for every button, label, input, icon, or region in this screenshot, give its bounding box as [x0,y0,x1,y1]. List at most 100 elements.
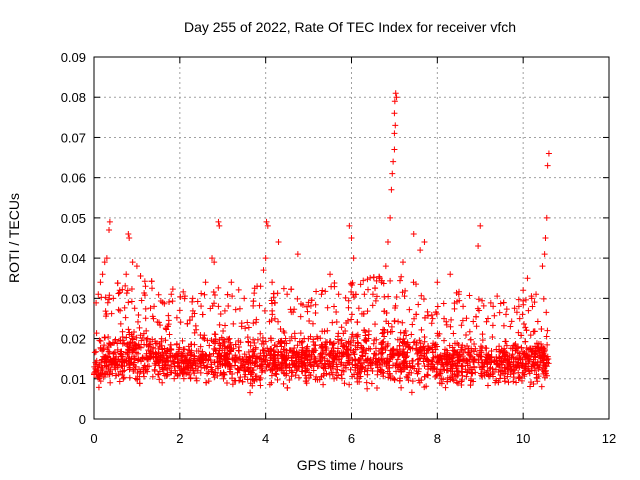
data-point [391,98,398,105]
data-point [97,378,104,385]
data-point [91,349,98,356]
data-point [428,320,435,327]
data-point [365,327,372,334]
data-point [181,346,188,353]
data-point [238,320,245,327]
data-point [348,316,355,323]
data-point [380,326,387,333]
data-point [134,318,141,325]
data-point [236,305,243,312]
data-point [96,337,103,344]
data-point [214,372,221,379]
data-point [403,362,410,369]
data-point [326,352,333,359]
data-point [224,291,231,298]
data-point [164,355,171,362]
data-point [221,361,228,368]
data-point [393,361,400,368]
data-point [92,348,99,355]
data-point [169,286,176,293]
data-point [460,303,467,310]
data-point [318,373,325,380]
data-point [529,345,536,352]
data-point [211,300,218,307]
data-point [137,368,144,375]
data-point [156,362,163,369]
data-point [250,352,257,359]
data-point [421,362,428,369]
data-point [159,299,166,306]
y-tick-label: 0.09 [61,50,86,65]
data-point [269,367,276,374]
data-point [522,324,529,331]
data-point [490,303,497,310]
data-point [177,319,184,326]
data-point [424,372,431,379]
data-point [167,341,174,348]
data-point [278,343,285,350]
data-point [436,380,443,387]
data-point [136,324,143,331]
data-point [158,335,165,342]
data-point [503,306,510,313]
data-point [192,322,199,329]
data-point [121,339,128,346]
data-point [275,239,282,246]
data-point [543,359,550,366]
data-point [235,286,242,293]
data-point [99,271,106,278]
data-point [116,287,123,294]
data-point [378,341,385,348]
data-point [479,297,486,304]
data-point [510,358,517,365]
data-point [129,343,136,350]
data-point [232,341,239,348]
data-point [130,368,137,375]
data-point [366,357,373,364]
data-point [386,370,393,377]
y-axis: 0 0.01 0.02 0.03 0.04 0.05 0.06 0.07 0.08 0.09 [61,50,609,427]
data-point [480,302,487,309]
data-point [511,367,518,374]
data-point [342,364,349,371]
data-point [379,349,386,356]
data-point [211,259,218,266]
data-point [201,291,208,298]
data-point [142,305,149,312]
data-point [519,369,526,376]
data-point [306,360,313,367]
data-point [117,337,124,344]
data-point [520,301,527,308]
data-point [351,371,358,378]
data-point [135,312,142,319]
data-point [441,350,448,357]
data-point [393,293,400,300]
data-point [92,359,99,366]
data-point [338,375,345,382]
data-point [501,355,508,362]
data-point [298,339,305,346]
data-point [91,371,98,378]
data-point [152,338,159,345]
data-point [99,364,106,371]
data-point [529,303,536,310]
data-point [275,318,282,325]
data-point [523,327,530,334]
data-point [391,318,398,325]
data-point [215,284,222,291]
data-point [154,319,161,326]
data-point [159,379,166,386]
data-point [126,331,133,338]
data-point [516,315,523,322]
data-point [398,384,405,391]
data-point [187,341,194,348]
data-point [433,372,440,379]
data-point [197,343,204,350]
data-point [260,341,267,348]
data-point [544,341,551,348]
x-tick-label: 6 [348,431,355,446]
data-point [543,309,550,316]
data-point [377,368,384,375]
data-point [379,330,386,337]
data-point [345,304,352,311]
